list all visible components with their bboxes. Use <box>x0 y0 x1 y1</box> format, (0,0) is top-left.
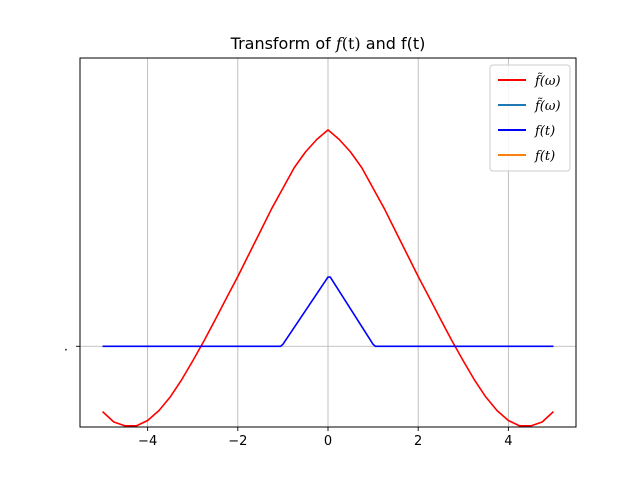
legend: f̃(ω) f̃(ω) f(t) f(t) <box>489 64 571 172</box>
chart-title-prefix: Transform of <box>230 34 336 53</box>
chart-title-italic-arg: (t) <box>342 34 361 53</box>
x-tick-label-3: 2 <box>414 434 422 449</box>
legend-label-1: f̃(ω) <box>534 97 561 114</box>
series-line-2 <box>102 276 554 348</box>
legend-label-3: f(t) <box>534 149 555 164</box>
x-tick-label-4: 4 <box>504 434 512 449</box>
legend-box <box>489 64 571 172</box>
chart-title-italic: f <box>335 34 345 53</box>
legend-label-0: f̃(ω) <box>534 72 561 89</box>
chart-title: Transform of f(t) and f(t) <box>230 34 426 53</box>
series-line-0 <box>102 129 554 427</box>
x-tick-label-0: −4 <box>138 434 157 449</box>
x-tick-label-2: 0 <box>324 434 332 449</box>
x-tick-label-1: −2 <box>228 434 247 449</box>
legend-label-2: f(t) <box>534 124 555 139</box>
y-tick-label-0: . <box>64 339 68 354</box>
chart-title-suffix: and f(t) <box>361 34 426 53</box>
